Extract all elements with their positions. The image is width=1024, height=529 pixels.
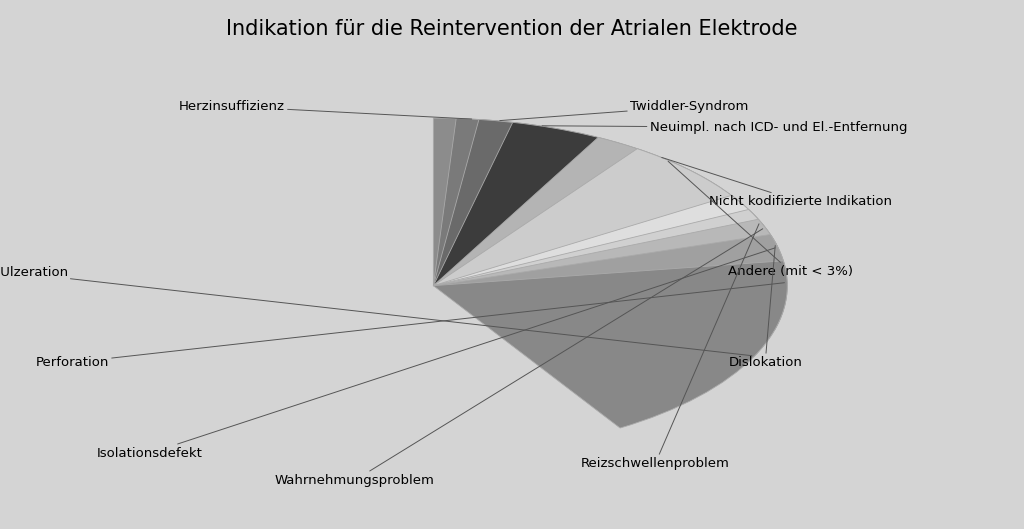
- Text: Neuimpl. nach ICD- und El.-Entfernung: Neuimpl. nach ICD- und El.-Entfernung: [542, 121, 907, 134]
- Wedge shape: [433, 120, 596, 286]
- Text: Indikation für die Reintervention der Atrialen Elektrode: Indikation für die Reintervention der At…: [226, 19, 798, 39]
- Text: Andere (mit < 3%): Andere (mit < 3%): [668, 161, 853, 278]
- Text: Perforation: Perforation: [36, 282, 784, 369]
- Text: Isolationsdefekt: Isolationsdefekt: [96, 248, 775, 460]
- Wedge shape: [433, 138, 721, 286]
- Text: Infekt / Ulzeration: Infekt / Ulzeration: [0, 265, 752, 355]
- Text: Twiddler-Syndrom: Twiddler-Syndrom: [500, 100, 749, 121]
- Wedge shape: [433, 118, 515, 286]
- Wedge shape: [433, 219, 786, 286]
- Wedge shape: [433, 118, 537, 286]
- Text: Reizschwellenproblem: Reizschwellenproblem: [581, 224, 759, 470]
- Wedge shape: [433, 209, 777, 286]
- Wedge shape: [433, 149, 787, 357]
- Text: Herzinsuffizienz: Herzinsuffizienz: [179, 100, 472, 119]
- Wedge shape: [433, 122, 758, 286]
- Text: Nicht kodifizierte Indikation: Nicht kodifizierte Indikation: [662, 158, 892, 208]
- Wedge shape: [433, 234, 787, 331]
- Wedge shape: [433, 195, 778, 286]
- Text: Dislokation: Dislokation: [728, 245, 802, 369]
- Text: Wahrnehmungsproblem: Wahrnehmungsproblem: [274, 229, 763, 487]
- Wedge shape: [433, 261, 787, 428]
